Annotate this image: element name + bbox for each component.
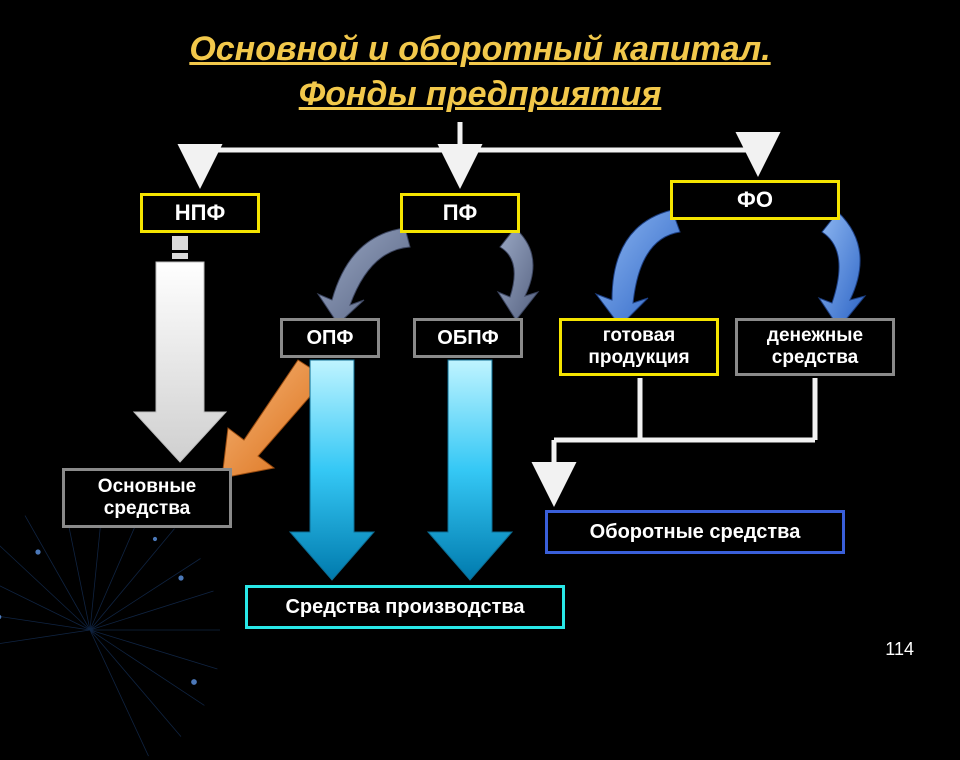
node-obpf: ОБПФ [413, 318, 523, 358]
big-white-arrow [134, 236, 226, 462]
cyan-arrow-2 [428, 360, 512, 580]
curved-arrows-fo [596, 210, 865, 328]
slide-title-line2: Фонды предприятия [0, 75, 960, 114]
node-osnov: Основные средства [62, 468, 232, 528]
node-oborot: Оборотные средства [545, 510, 845, 554]
decorative-burst [0, 500, 220, 760]
orange-arrow [222, 360, 326, 478]
node-fo: ФО [670, 180, 840, 220]
node-pf: ПФ [400, 193, 520, 233]
cyan-arrow-1 [290, 360, 374, 580]
node-opf: ОПФ [280, 318, 380, 358]
node-gotov: готовая продукция [559, 318, 719, 376]
white-merge-connector [554, 378, 815, 498]
node-npf: НПФ [140, 193, 260, 233]
curved-arrows-pf [318, 228, 538, 324]
node-deneg: денежные средства [735, 318, 895, 376]
page-number: 114 [885, 639, 914, 660]
slide-stage: Основной и оборотный капитал. Фонды пред… [0, 0, 960, 720]
node-sredstva: Средства производства [245, 585, 565, 629]
slide-title-line1: Основной и оборотный капитал. [0, 30, 960, 69]
